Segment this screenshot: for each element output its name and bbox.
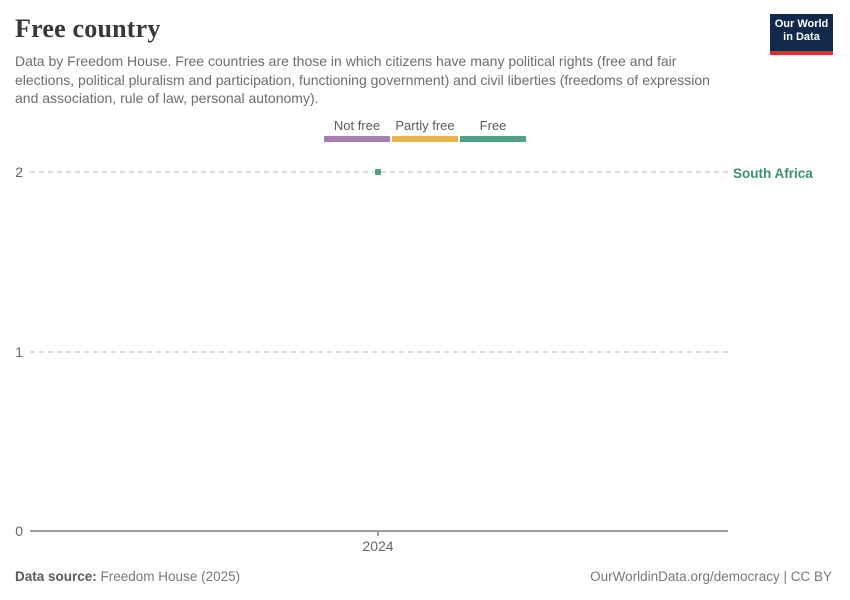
legend-swatch-not-free — [324, 136, 390, 142]
chart-subtitle: Data by Freedom House. Free countries ar… — [15, 53, 710, 106]
legend-label: Partly free — [395, 118, 455, 133]
data-source-note[interactable]: Data source: Freedom House (2025) — [15, 569, 240, 584]
owid-logo-line2: in Data — [783, 31, 820, 43]
x-axis-tick-label: 2024 — [362, 538, 394, 554]
categorical-legend: Not free Partly free Free — [324, 118, 526, 142]
owid-url-license[interactable]: OurWorldinData.org/democracy | CC BY — [590, 569, 832, 584]
data-source-label: Data source: — [15, 569, 97, 584]
legend-swatch-free — [460, 136, 526, 142]
owid-logo[interactable]: Our World in Data — [770, 14, 833, 55]
data-source-value: Freedom House (2025) — [96, 569, 241, 584]
data-point-south-africa-2024[interactable] — [375, 169, 381, 175]
entity-label-south-africa[interactable]: South Africa — [733, 166, 813, 181]
gridline-y1 — [30, 351, 728, 353]
legend-item-not-free[interactable]: Not free — [324, 118, 390, 142]
y-axis-tick-1: 1 — [15, 344, 23, 360]
legend-swatch-partly-free — [392, 136, 458, 142]
legend-item-free[interactable]: Free — [460, 118, 526, 142]
legend-label: Free — [479, 118, 507, 133]
y-axis-tick-0: 0 — [15, 523, 23, 539]
legend-item-partly-free[interactable]: Partly free — [392, 118, 458, 142]
legend-label: Not free — [333, 118, 381, 133]
y-axis-tick-2: 2 — [15, 164, 23, 180]
page-title: Free country — [15, 14, 161, 43]
x-axis-line — [30, 530, 728, 532]
owid-logo-line1: Our World — [774, 18, 829, 30]
x-axis-tick-mark — [377, 531, 379, 536]
